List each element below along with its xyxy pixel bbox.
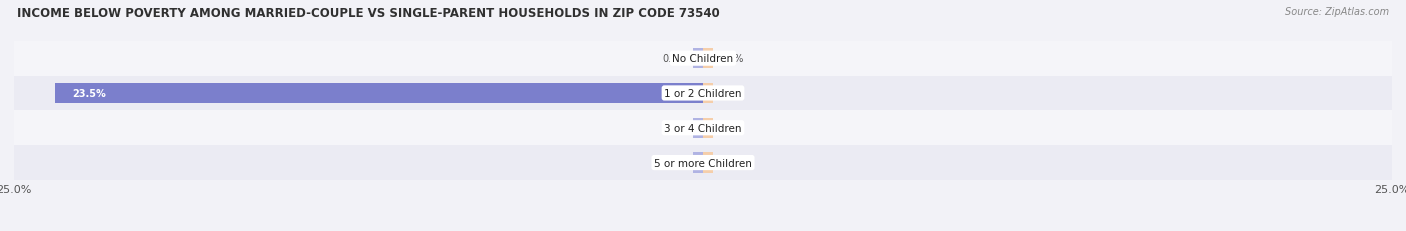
Text: 0.0%: 0.0% (720, 88, 744, 99)
Text: 0.0%: 0.0% (662, 123, 686, 133)
Bar (703, 84, 713, 103)
Bar (703, 118, 713, 138)
Bar (14, 111, 1392, 146)
Text: 0.0%: 0.0% (662, 158, 686, 168)
Bar (693, 49, 703, 69)
Text: 0.0%: 0.0% (720, 123, 744, 133)
Text: 0.0%: 0.0% (720, 158, 744, 168)
Bar (693, 153, 703, 173)
Bar (693, 118, 703, 138)
Bar (703, 153, 713, 173)
Text: Source: ZipAtlas.com: Source: ZipAtlas.com (1285, 7, 1389, 17)
Text: 3 or 4 Children: 3 or 4 Children (664, 123, 742, 133)
Bar (55, 84, 703, 103)
Text: No Children: No Children (672, 54, 734, 64)
Text: 0.0%: 0.0% (662, 54, 686, 64)
Text: 5 or more Children: 5 or more Children (654, 158, 752, 168)
Bar (703, 49, 713, 69)
Text: 1 or 2 Children: 1 or 2 Children (664, 88, 742, 99)
Text: 23.5%: 23.5% (72, 88, 105, 99)
Bar (14, 146, 1392, 180)
Bar (14, 76, 1392, 111)
Text: 0.0%: 0.0% (720, 54, 744, 64)
Bar (14, 42, 1392, 76)
Text: INCOME BELOW POVERTY AMONG MARRIED-COUPLE VS SINGLE-PARENT HOUSEHOLDS IN ZIP COD: INCOME BELOW POVERTY AMONG MARRIED-COUPL… (17, 7, 720, 20)
